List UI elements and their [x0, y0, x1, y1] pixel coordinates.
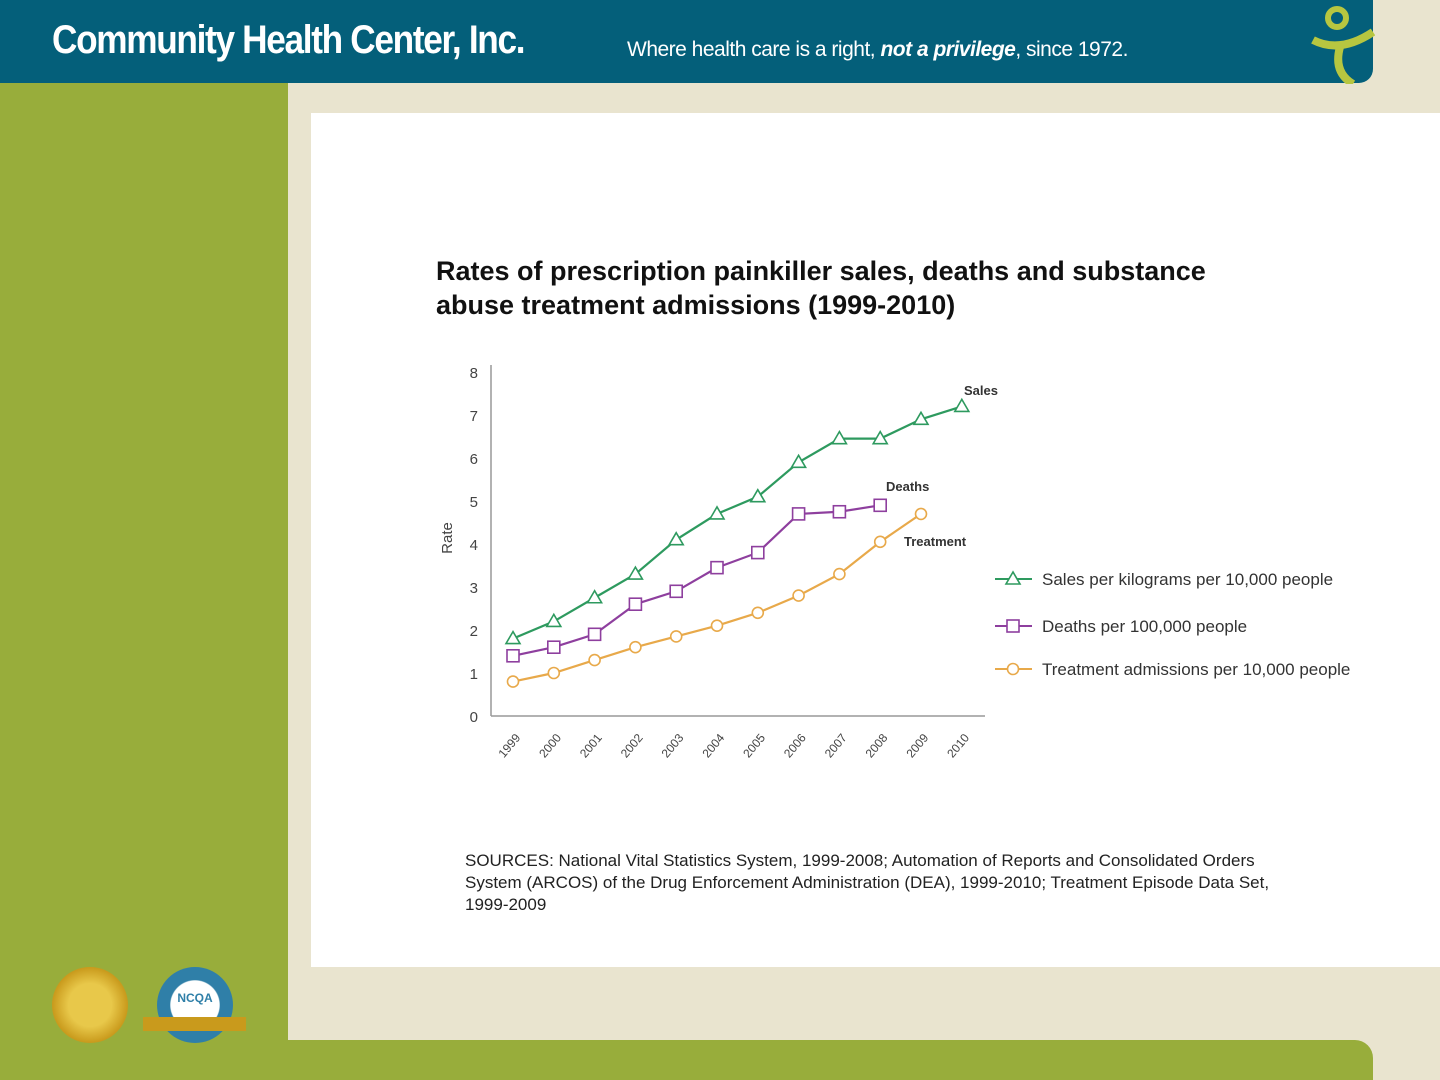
- y-tick-label: 0: [470, 709, 478, 726]
- tagline-start: Where health care is a right,: [627, 38, 881, 61]
- series-line-deaths: [512, 504, 881, 657]
- data-point-treatment: [914, 507, 928, 521]
- data-point-deaths: [832, 504, 847, 519]
- sources-note: SOURCES: National Vital Statistics Syste…: [465, 851, 1270, 914]
- data-point-sales: [831, 430, 848, 445]
- data-point-treatment: [873, 535, 887, 549]
- data-point-sales: [790, 453, 807, 469]
- data-point-treatment: [629, 640, 642, 654]
- data-point-sales: [586, 589, 603, 604]
- data-point-treatment: [710, 619, 724, 633]
- data-point-sales: [953, 397, 971, 413]
- bottom-bar: [288, 1040, 1373, 1080]
- y-tick-label: 8: [470, 365, 478, 382]
- data-point-deaths: [547, 640, 561, 655]
- data-point-deaths: [873, 498, 888, 513]
- ncqa-seal-icon: [157, 967, 233, 1043]
- x-tick-label: 2004: [699, 731, 727, 761]
- x-tick-label: 2005: [740, 731, 768, 761]
- data-point-sales: [871, 430, 889, 445]
- joint-commission-seal-icon: [52, 967, 128, 1043]
- series-label-deaths: Deaths: [886, 479, 929, 494]
- data-point-treatment: [547, 666, 561, 680]
- y-tick-label: 1: [470, 666, 478, 683]
- y-tick-label: 7: [470, 408, 478, 425]
- tagline-end: , since 1972.: [1015, 38, 1128, 61]
- data-point-deaths: [506, 648, 520, 663]
- series-line-treatment: [512, 512, 922, 683]
- data-point-treatment: [588, 653, 601, 667]
- legend-marker: [1006, 662, 1020, 676]
- y-tick-label: 6: [470, 451, 478, 468]
- x-tick-label: 1999: [495, 731, 523, 761]
- left-sidebar-panel: [0, 83, 288, 1080]
- data-point-treatment: [506, 675, 520, 688]
- line-chart: 0 1 2 3 4 5 6 7 8 Rate 1999 2000 2001 2002 2003 2004 200…: [439, 365, 1350, 761]
- brand-name: Community Health Center, Inc.: [52, 18, 526, 62]
- data-point-deaths: [669, 584, 683, 599]
- data-point-deaths: [587, 627, 602, 642]
- legend-marker: [1006, 619, 1020, 633]
- tagline-emphasis: not a privilege: [880, 38, 1016, 61]
- data-point-treatment: [751, 606, 765, 620]
- data-point-deaths: [628, 597, 643, 611]
- tagline: Where health care is a right, not a priv…: [627, 38, 1128, 62]
- chart-title: Rates of prescription painkiller sales, …: [436, 256, 1206, 320]
- legend-entry: Treatment admissions per 10,000 people: [1042, 660, 1350, 679]
- data-point-sales: [504, 630, 522, 645]
- data-point-sales: [912, 410, 930, 426]
- ncqa-badge-label: NCQA: [177, 991, 213, 1005]
- x-tick-label: 2003: [659, 731, 687, 761]
- y-tick-label: 4: [470, 537, 478, 554]
- data-point-deaths: [750, 545, 765, 560]
- person-logo-icon: [1311, 6, 1375, 84]
- series-label-sales: Sales: [964, 383, 998, 398]
- data-point-treatment: [669, 630, 683, 643]
- y-tick-label: 2: [470, 623, 478, 640]
- data-point-sales: [627, 565, 644, 580]
- data-point-treatment: [792, 589, 805, 602]
- x-tick-label: 2000: [536, 731, 564, 761]
- y-axis-label: Rate: [439, 522, 456, 554]
- data-point-sales: [545, 612, 563, 628]
- data-point-sales: [708, 505, 726, 520]
- x-tick-label: 2007: [822, 731, 850, 761]
- x-tick-label: 2009: [903, 731, 931, 761]
- data-point-sales: [749, 488, 767, 503]
- x-tick-label: 2006: [781, 731, 809, 761]
- ncqa-ribbon: [143, 1017, 246, 1031]
- legend-marker: [1004, 570, 1022, 585]
- y-tick-label: 5: [470, 494, 478, 511]
- legend-entry: Deaths per 100,000 people: [1042, 617, 1247, 636]
- series-label-treatment: Treatment: [904, 534, 967, 549]
- x-tick-label: 2002: [618, 731, 646, 761]
- x-tick-label: 2010: [944, 731, 972, 761]
- data-point-deaths: [710, 560, 724, 575]
- x-tick-label: 2008: [863, 731, 891, 761]
- x-tick-label: 2001: [577, 731, 605, 761]
- legend-entry: Sales per kilograms per 10,000 people: [1042, 570, 1333, 589]
- data-point-sales: [667, 531, 685, 546]
- y-tick-label: 3: [470, 580, 478, 597]
- data-point-deaths: [791, 507, 806, 521]
- data-point-treatment: [833, 567, 846, 581]
- series-line-sales: [512, 405, 963, 640]
- header-bar: Community Health Center, Inc. Where heal…: [0, 0, 1375, 84]
